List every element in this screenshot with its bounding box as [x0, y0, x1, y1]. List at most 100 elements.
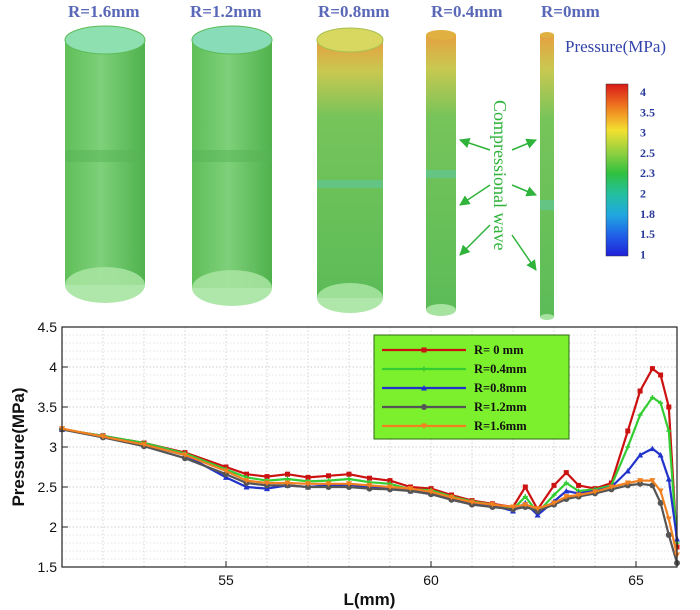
data-point: [421, 404, 427, 410]
data-point: [182, 452, 188, 458]
data-point: [657, 500, 664, 506]
y-tick-label: 1.5: [38, 559, 58, 575]
y-tick-label: 4.5: [38, 319, 58, 335]
colorbar-tick-label: 1.8: [640, 207, 655, 221]
data-point: [625, 428, 631, 434]
data-point: [264, 480, 270, 486]
data-point: [421, 366, 427, 372]
data-point: [637, 388, 643, 394]
colorbar-tick-label: 4: [640, 85, 646, 99]
data-point: [244, 471, 249, 477]
data-point: [346, 481, 352, 487]
data-point: [657, 452, 664, 458]
data-point: [243, 484, 250, 490]
data-point: [563, 480, 569, 486]
data-point: [284, 480, 291, 486]
cylinder-r1.6: [64, 25, 146, 303]
data-point: [421, 385, 427, 391]
legend-entry: R=0.8mm: [382, 381, 527, 395]
data-point: [637, 480, 644, 487]
cylinder-r0.8: [316, 27, 384, 313]
series-line: [61, 427, 679, 556]
data-point: [665, 476, 672, 482]
y-axis-title: Pressure(MPa): [9, 387, 28, 506]
data-point: [510, 504, 516, 510]
data-point: [264, 474, 270, 480]
colorbar-tick-label: 3.5: [640, 105, 655, 119]
data-point: [665, 516, 672, 522]
legend-entry: R= 0 mm: [382, 343, 524, 357]
data-point: [223, 468, 229, 474]
data-point: [563, 494, 570, 500]
x-axis-title: L(mm): [344, 590, 396, 609]
data-point: [649, 478, 656, 484]
cylinder-label-r0: R=0mm: [541, 2, 600, 21]
data-point: [666, 428, 672, 434]
data-point: [637, 478, 644, 484]
data-point: [366, 482, 373, 489]
cylinders-panel: R=1.6mm R=1.2mm R=0.8mm R=0.4mm R=0mm Co…: [64, 2, 666, 320]
x-tick-label: 60: [423, 572, 439, 588]
y-tick-label: 4: [49, 359, 57, 375]
series-line: [61, 367, 679, 548]
wave-arrows: [459, 138, 537, 271]
data-point: [326, 473, 331, 479]
cylinder-label-r0.8: R=0.8mm: [318, 2, 390, 21]
cylinder-r1.2: [191, 25, 273, 306]
data-point: [551, 500, 557, 506]
legend-label: R=1.2mm: [474, 400, 527, 414]
data-point: [305, 484, 311, 490]
y-tick-label: 2: [49, 519, 57, 535]
data-point: [666, 404, 672, 410]
data-point: [649, 394, 655, 400]
data-point: [243, 478, 250, 484]
cylinder-label-r0.4: R=0.4mm: [431, 2, 503, 21]
data-point: [592, 489, 598, 495]
data-point: [576, 482, 582, 488]
y-tick-label: 3: [49, 439, 57, 455]
series-layer: [59, 366, 680, 566]
data-point: [657, 488, 664, 494]
colorbar-tick-label: 1.5: [640, 227, 655, 241]
data-point: [141, 442, 147, 448]
data-point: [428, 489, 434, 495]
cylinder-label-r1.2: R=1.2mm: [190, 2, 262, 21]
data-point: [608, 484, 615, 490]
data-point: [563, 488, 570, 494]
data-point: [325, 484, 332, 490]
cylinder-label-r1.6: R=1.6mm: [68, 2, 140, 21]
cylinder-r0.4: [426, 30, 456, 316]
data-point: [624, 480, 631, 486]
data-point: [637, 452, 644, 458]
data-point: [367, 475, 372, 481]
data-point: [624, 468, 631, 474]
data-point: [522, 484, 528, 490]
data-point: [625, 444, 631, 450]
x-tick-label: 65: [628, 572, 644, 588]
colorbar-gradient: [605, 83, 629, 257]
data-point: [637, 412, 643, 418]
y-tick-label: 2.5: [38, 479, 58, 495]
data-point: [407, 486, 414, 492]
legend: R= 0 mm R=0.4mm R=0.8mm R=1.2mm R=1.6mm: [373, 334, 570, 440]
compressional-wave-label: Compressional wave: [490, 100, 510, 250]
data-point: [346, 476, 352, 482]
series-4: [59, 426, 680, 558]
pressure-chart: 55 60 65 1.5 2 2.5 3 3.5 4 4.5 L(mm) Pressure(MPa…: [9, 319, 680, 609]
y-tick-label: 3.5: [38, 399, 58, 415]
data-point: [305, 481, 311, 487]
legend-label: R= 0 mm: [474, 343, 524, 357]
data-point: [387, 484, 393, 490]
data-point: [649, 366, 655, 372]
legend-entry: R=1.2mm: [382, 400, 527, 414]
data-point: [665, 532, 672, 538]
data-point: [489, 502, 496, 508]
data-point: [551, 492, 557, 498]
data-point: [346, 471, 352, 477]
x-tick-label: 55: [218, 572, 234, 588]
legend-label: R=0.8mm: [474, 381, 527, 395]
colorbar-tick-label: 2.5: [640, 146, 655, 160]
data-point: [575, 492, 582, 498]
cylinder-r0: [540, 32, 554, 320]
